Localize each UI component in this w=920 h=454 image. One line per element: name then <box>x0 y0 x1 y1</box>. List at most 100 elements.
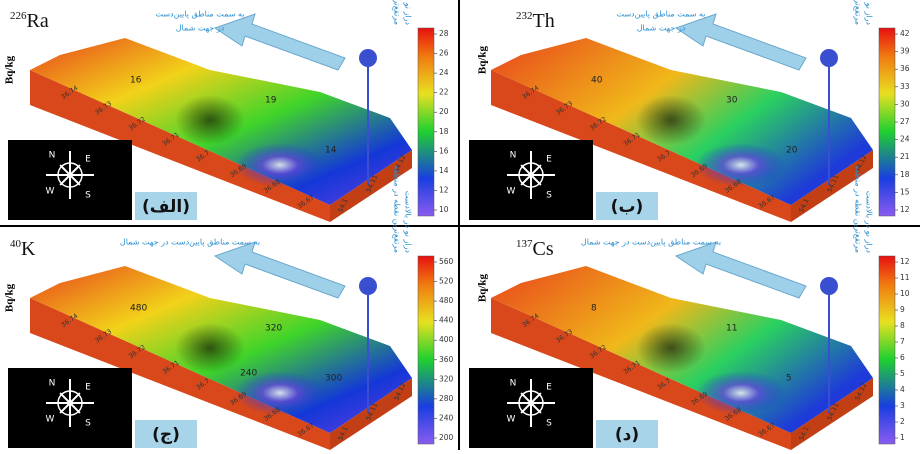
colorbar-label: 39 <box>900 47 910 56</box>
pin-head <box>820 277 838 295</box>
arrow <box>674 241 807 299</box>
compass-letter: W <box>507 187 516 197</box>
isotope-element: Cs <box>533 238 554 260</box>
colorbar-label: 320 <box>439 374 454 383</box>
panel-letter-box <box>135 420 197 448</box>
arrow <box>213 13 346 71</box>
colorbar-label: 280 <box>439 394 454 403</box>
isotope-mass: 226 <box>10 10 27 22</box>
compass-letter: W <box>46 415 55 425</box>
colorbar-label: 24 <box>900 135 910 144</box>
arrow-text: در جهت شمال <box>637 24 686 33</box>
colorbar-label: 30 <box>900 99 910 108</box>
colorbar-label: 6 <box>900 353 905 362</box>
pin-head <box>359 49 377 67</box>
panel-letter: (د) <box>615 425 639 445</box>
contour-label: 11 <box>726 324 737 334</box>
contour-label: 320 <box>265 324 282 334</box>
unit-label: Bq/kg <box>4 55 16 84</box>
colorbar-label: 10 <box>900 289 910 298</box>
unit-label: Bq/kg <box>4 283 16 312</box>
depression <box>696 371 786 415</box>
side-wall <box>791 150 873 222</box>
colorbar-label: 1 <box>900 433 905 442</box>
colorbar <box>878 27 896 217</box>
panel-letter: (ب) <box>611 197 644 217</box>
compass-letter: S <box>546 419 552 429</box>
panel: 480 320 300 240 به سمت مناطق پایین‌دست در جه… <box>4 165 454 450</box>
arrow-text: به سمت مناطق پایین‌دست در جهت شمال <box>120 238 260 247</box>
colorbar-label: 2 <box>900 417 905 426</box>
isotope-label: 232Th <box>516 10 555 32</box>
compass-ring <box>518 390 544 416</box>
front-wall <box>491 298 791 450</box>
pin-head <box>359 277 377 295</box>
panel-letter-box <box>135 192 197 220</box>
colorbar-label: 18 <box>900 170 910 179</box>
colorbar <box>417 255 435 445</box>
contour-label: 40 <box>591 76 603 86</box>
contour-label: 16 <box>130 76 142 86</box>
compass-ring <box>57 390 83 416</box>
colorbar-label: 36 <box>900 64 910 73</box>
unit-label: Bq/kg <box>477 45 489 74</box>
depression <box>235 371 325 415</box>
arrow-text: در جهت شمال <box>176 24 225 33</box>
colorbar <box>417 27 435 217</box>
compass-letter: N <box>510 151 517 161</box>
colorbar-label: 14 <box>439 166 449 175</box>
front-wall <box>30 70 330 222</box>
colorbar-label: 400 <box>439 335 454 344</box>
panel: 40 30 20 به سمت مناطق پایین‌دست در جهت شمال م… <box>469 0 910 222</box>
isotope-element: K <box>21 238 36 260</box>
side-text: دراز نو در بالادست <box>865 0 874 25</box>
colorbar-label: 10 <box>439 205 449 214</box>
side-text: دراز نو در بالادست <box>404 191 413 254</box>
isotope-label: 137Cs <box>516 238 554 260</box>
colorbar-label: 18 <box>439 127 449 136</box>
side-wall <box>330 378 412 450</box>
compass-letter: S <box>85 191 91 201</box>
contour-label: 20 <box>786 146 798 156</box>
depression <box>175 95 245 145</box>
colorbar-label: 16 <box>439 146 449 155</box>
colorbar-label: 22 <box>439 88 449 97</box>
isotope-element: Th <box>533 10 555 32</box>
front-wall <box>30 298 330 450</box>
colorbar-label: 12 <box>439 185 449 194</box>
colorbar-label: 20 <box>439 107 449 116</box>
contour-label: 5 <box>786 374 792 384</box>
colorbar-label: 26 <box>439 49 449 58</box>
side-wall <box>330 150 412 222</box>
colorbar-label: 12 <box>900 257 910 266</box>
compass-ring <box>518 162 544 188</box>
colorbar-label: 360 <box>439 355 454 364</box>
isotope-mass: 137 <box>516 238 533 250</box>
colorbar-label: 33 <box>900 82 910 91</box>
colorbar-label: 24 <box>439 68 449 77</box>
colorbar-label: 480 <box>439 296 454 305</box>
colorbar-label: 200 <box>439 433 454 442</box>
panel-letter-box <box>596 420 658 448</box>
compass-letter: E <box>85 155 91 165</box>
compass-letter: S <box>546 191 552 201</box>
contour-label: 8 <box>591 304 597 314</box>
side-text: مرتفع‌ترین نقطه در منطقه <box>393 165 402 253</box>
contour-label: 14 <box>325 146 337 156</box>
arrow-text: به سمت مناطق پایین‌دست <box>155 10 244 19</box>
colorbar-label: 440 <box>439 316 454 325</box>
panel-letter: (ج) <box>152 425 180 445</box>
depression <box>636 95 706 145</box>
colorbar-label: 8 <box>900 321 905 330</box>
compass-letter: S <box>85 419 91 429</box>
contour-label: 240 <box>240 369 257 379</box>
arrow-text: به سمت مناطق پایین‌دست <box>616 10 705 19</box>
pin-head <box>820 49 838 67</box>
colorbar-label: 11 <box>900 273 910 282</box>
arrow-text: به سمت مناطق پایین‌دست در جهت شمال <box>581 238 721 247</box>
isotope-label: 40K <box>10 238 36 260</box>
isotope-mass: 232 <box>516 10 533 22</box>
depression <box>175 323 245 373</box>
